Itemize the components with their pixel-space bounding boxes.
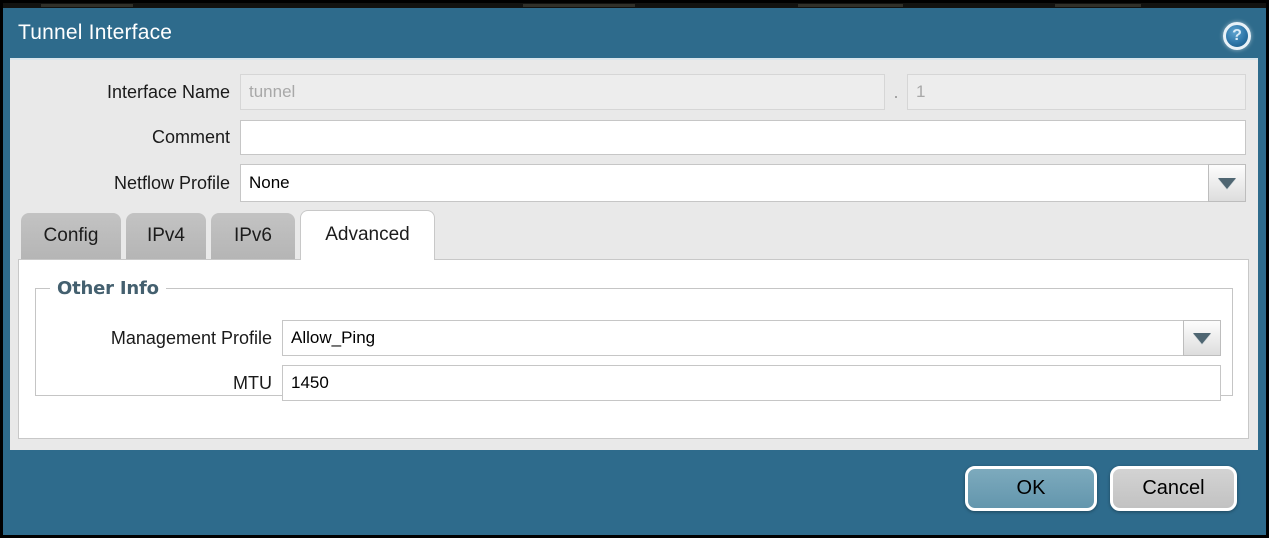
tab-advanced[interactable]: Advanced [300, 210, 435, 260]
tab-bar: Config IPv4 IPv6 Advanced [21, 210, 435, 260]
help-icon[interactable]: ? [1223, 22, 1251, 50]
management-profile-input[interactable] [282, 320, 1183, 356]
interface-name-base-input[interactable] [240, 74, 885, 110]
tab-ipv4[interactable]: IPv4 [126, 213, 206, 259]
dialog-titlebar: Tunnel Interface ? [3, 8, 1266, 58]
dialog-body: Interface Name . Comment Netflow Profile… [10, 58, 1258, 450]
mtu-row: MTU [36, 365, 1221, 401]
cancel-button[interactable]: Cancel [1110, 466, 1237, 511]
management-profile-dropdown-button[interactable] [1183, 320, 1221, 356]
netflow-profile-row: Netflow Profile [10, 164, 1246, 202]
management-profile-label: Management Profile [110, 327, 272, 348]
tunnel-interface-dialog: Tunnel Interface ? Interface Name . Comm… [3, 3, 1266, 535]
interface-name-label: Interface Name [106, 81, 230, 102]
mtu-input[interactable] [282, 365, 1221, 401]
netflow-profile-dropdown-button[interactable] [1208, 164, 1246, 202]
other-info-legend: Other Info [57, 278, 159, 299]
other-info-fieldset: Other Info Management Profile MTU [35, 278, 1233, 401]
mtu-label: MTU [233, 372, 272, 393]
netflow-profile-label: Netflow Profile [113, 172, 230, 193]
advanced-tab-panel: Other Info Management Profile MTU [18, 259, 1249, 439]
ok-button[interactable]: OK [965, 466, 1097, 511]
interface-unit-input[interactable] [907, 74, 1246, 110]
interface-name-row: Interface Name . [10, 74, 1246, 110]
comment-input[interactable] [240, 120, 1246, 155]
comment-row: Comment [10, 120, 1246, 155]
tab-config[interactable]: Config [21, 213, 121, 259]
dialog-footer-buttons: OK Cancel [965, 466, 1237, 511]
chevron-down-icon [1193, 332, 1211, 344]
background-page-remnant [3, 3, 1266, 8]
comment-label: Comment [151, 127, 230, 147]
interface-name-separator: . [893, 81, 899, 102]
tab-ipv6[interactable]: IPv6 [211, 213, 295, 259]
chevron-down-icon [1218, 177, 1236, 189]
management-profile-row: Management Profile [36, 320, 1221, 356]
dialog-title: Tunnel Interface [18, 21, 173, 44]
netflow-profile-input[interactable] [240, 164, 1208, 202]
